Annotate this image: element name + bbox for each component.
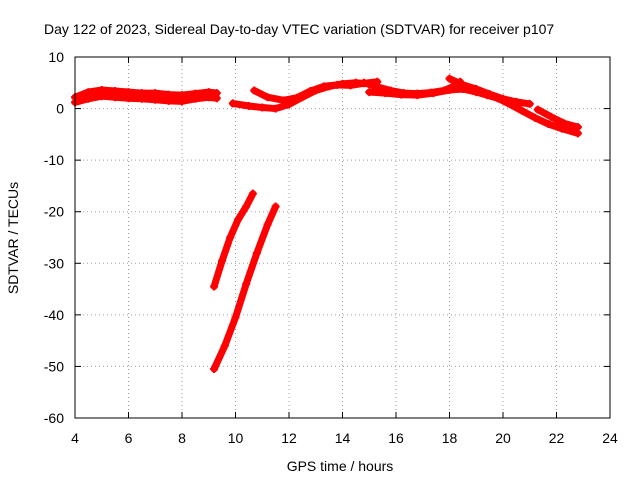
data-point	[271, 202, 280, 211]
data-point	[525, 99, 534, 108]
y-tick-label: -30	[44, 255, 64, 271]
series-track-f	[365, 84, 582, 138]
data-point	[151, 89, 160, 98]
data-point	[137, 94, 146, 103]
x-tick-label: 22	[549, 430, 565, 446]
x-tick-label: 18	[442, 430, 458, 446]
data-point	[429, 89, 438, 98]
y-tick-label: -40	[44, 307, 64, 323]
data-point	[445, 74, 454, 83]
chart-title: Day 122 of 2023, Sidereal Day-to-day VTE…	[44, 21, 554, 37]
data-point	[485, 90, 494, 99]
y-tick-label: -60	[44, 410, 64, 426]
data-point	[499, 94, 507, 103]
data-point	[279, 96, 288, 105]
data-point	[252, 248, 261, 257]
data-point	[231, 313, 240, 322]
data-point	[242, 279, 251, 288]
x-tick-label: 8	[178, 430, 186, 446]
data-point	[210, 282, 219, 291]
series-track-h	[533, 105, 582, 132]
data-point	[397, 90, 406, 99]
data-point	[547, 112, 556, 121]
x-tick-label: 24	[602, 430, 618, 446]
x-tick-label: 6	[125, 430, 133, 446]
data-point	[242, 202, 251, 211]
y-tick-label: -50	[44, 358, 64, 374]
y-tick-label: -20	[44, 204, 64, 220]
data-point	[191, 94, 200, 103]
series-track-i	[210, 189, 257, 291]
data-point	[533, 105, 542, 114]
data-point	[228, 99, 237, 108]
x-tick-label: 14	[335, 430, 351, 446]
data-point	[212, 94, 221, 103]
data-point	[517, 106, 526, 115]
data-point	[573, 123, 582, 132]
data-point	[263, 220, 272, 229]
data-point	[204, 93, 213, 102]
data-point	[333, 80, 342, 89]
y-tick-label: 10	[48, 49, 64, 65]
data-point	[124, 94, 133, 103]
data-point	[365, 88, 374, 97]
data-point	[560, 119, 569, 128]
y-tick-label: 0	[56, 101, 64, 117]
series-track-b	[71, 92, 221, 107]
series-track-g	[445, 74, 534, 108]
data-point	[250, 86, 259, 95]
data-point	[244, 101, 253, 110]
data-point	[381, 89, 390, 98]
data-point	[271, 104, 280, 113]
data-points	[71, 74, 582, 374]
data-point	[472, 84, 481, 93]
series-trace	[534, 106, 582, 131]
series-track-j	[210, 202, 280, 374]
data-point	[84, 94, 93, 103]
data-point	[164, 96, 173, 105]
x-tick-label: 4	[71, 430, 79, 446]
grid-lines	[75, 57, 610, 418]
y-axis-label: SDTVAR / TECUs	[5, 182, 21, 294]
data-point	[512, 97, 521, 106]
data-point	[258, 103, 267, 112]
y-tick-label: -10	[44, 152, 64, 168]
data-point	[220, 341, 229, 350]
series-trace	[210, 203, 280, 373]
data-point	[178, 97, 186, 106]
data-point	[306, 87, 315, 96]
data-point	[413, 91, 422, 100]
data-point	[293, 93, 302, 102]
data-point	[544, 120, 553, 129]
x-axis-label: GPS time / hours	[287, 458, 394, 474]
series-trace	[250, 78, 381, 104]
data-point	[234, 215, 243, 224]
data-point	[218, 256, 227, 265]
data-point	[97, 92, 106, 101]
data-point	[458, 80, 467, 89]
axis-ticks: 4 6 8 10 12 14 16 18 20 22 24 10 0 -10 -20 -30 -40 -50 -60	[44, 49, 618, 446]
data-point	[210, 365, 219, 374]
data-point	[151, 95, 160, 104]
x-tick-label: 10	[228, 430, 244, 446]
x-tick-label: 16	[388, 430, 404, 446]
series-trace	[210, 190, 257, 290]
x-tick-label: 20	[495, 430, 511, 446]
x-tick-label: 12	[281, 430, 297, 446]
data-point	[445, 86, 454, 95]
data-point	[111, 93, 120, 102]
data-point	[263, 93, 272, 102]
data-point	[319, 82, 328, 91]
data-point	[346, 81, 355, 90]
data-point	[84, 88, 93, 97]
data-point	[248, 189, 257, 198]
data-point	[226, 233, 235, 242]
data-point	[359, 78, 368, 87]
data-point	[531, 113, 540, 122]
